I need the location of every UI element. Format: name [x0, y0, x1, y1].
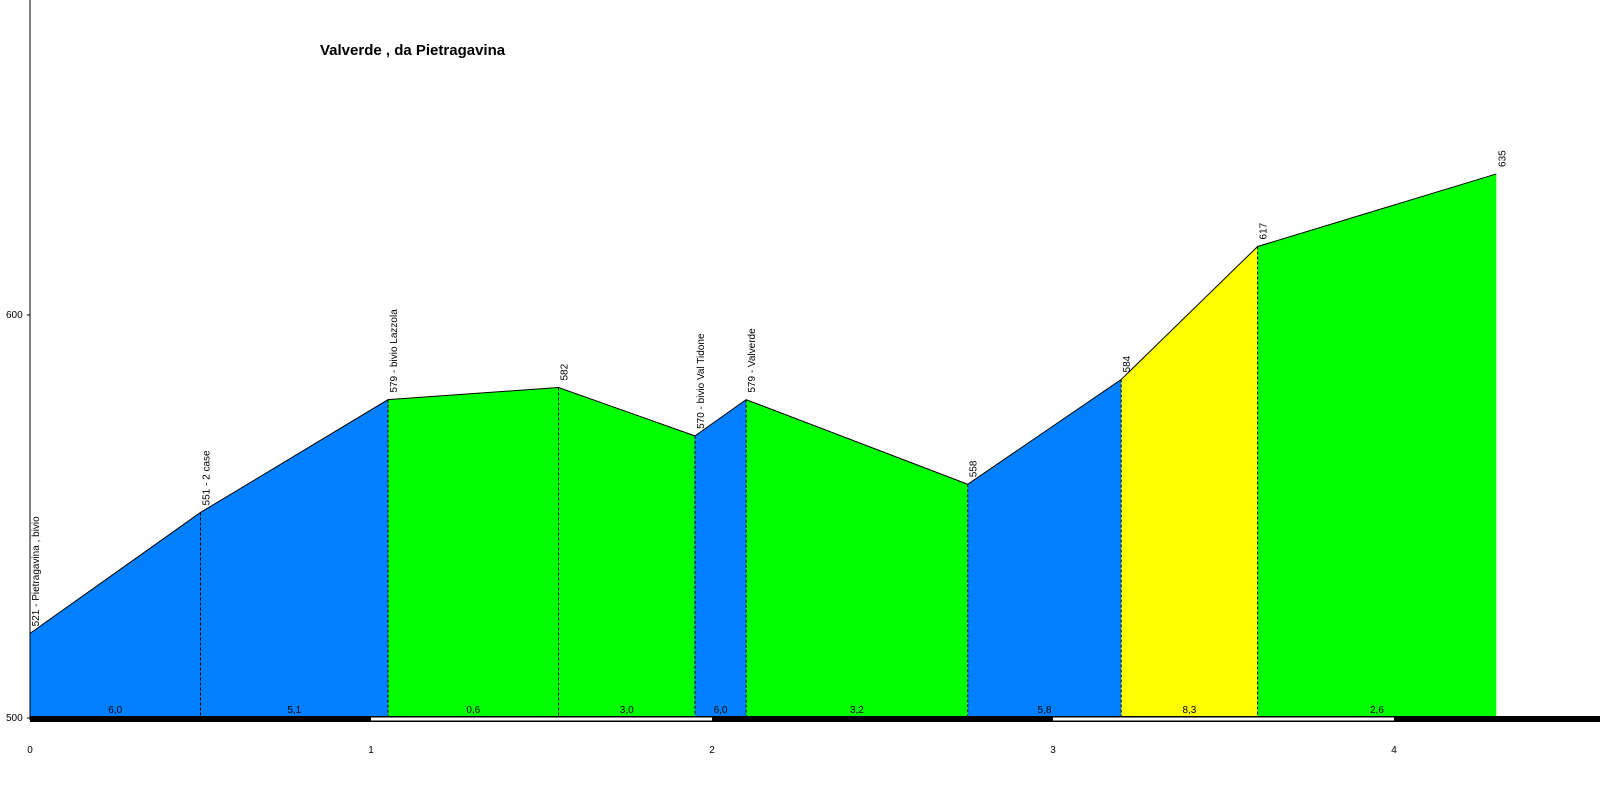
profile-areas: [30, 173, 1497, 719]
point-label: 617: [1259, 222, 1270, 239]
gradient-label: 5,1: [287, 705, 301, 716]
point-label: 521 - Pietragavina , bivio: [31, 516, 42, 627]
x-tick-label: 3: [1050, 745, 1056, 756]
segment-area: [1257, 173, 1497, 718]
segment-area: [1121, 246, 1258, 719]
x-axis-bar-stripe: [1053, 717, 1394, 721]
y-axis-ticks: 500 600: [6, 310, 30, 724]
x-axis-bar-stripe: [371, 717, 712, 721]
segment-area: [746, 399, 968, 718]
x-tick-label: 4: [1391, 745, 1397, 756]
x-axis-bar: [30, 716, 1600, 722]
gradient-label: 6,0: [714, 705, 728, 716]
point-label: 584: [1122, 355, 1133, 372]
segment-area: [967, 379, 1122, 718]
x-tick-label: 1: [368, 745, 374, 756]
segment-dividers: [200, 246, 1259, 718]
point-label: 570 - bivio Val Tidone: [696, 333, 707, 429]
x-tick-label: 2: [709, 745, 715, 756]
point-label: 635: [1497, 150, 1508, 167]
segment-area: [30, 512, 201, 718]
gradient-label: 5,8: [1038, 705, 1052, 716]
segment-area: [200, 399, 389, 718]
point-label: 551 - 2 case: [202, 450, 213, 505]
gradient-label: 3,0: [620, 705, 634, 716]
segment-area: [388, 387, 559, 718]
x-axis-ticks: 0 1 2 3 4: [27, 745, 1397, 756]
point-label: 579 - bivio Lazzola: [389, 309, 400, 393]
y-tick-label: 600: [6, 310, 23, 321]
chart-title: Valverde , da Pietragavina: [320, 42, 506, 59]
point-label: 579 - Valverde: [747, 328, 758, 393]
segment-area: [694, 399, 747, 718]
point-label: 582: [560, 363, 571, 380]
gradient-label: 8,3: [1182, 705, 1196, 716]
profile-outline: [29, 173, 1497, 634]
y-tick-label: 500: [6, 713, 23, 724]
point-labels: 521 - Pietragavina , bivio 551 - 2 case 57…: [31, 150, 1508, 627]
segment-area: [558, 387, 695, 718]
gradient-label: 6,0: [108, 705, 122, 716]
x-tick-label: 0: [27, 745, 33, 756]
gradient-labels: 6,0 5,1 0,6 3,0 6,0 3,2 5,8 8,3 2,6: [108, 705, 1384, 716]
gradient-label: 0,6: [466, 705, 480, 716]
point-label: 558: [969, 460, 980, 477]
x-axis-bar-base: [30, 716, 1600, 722]
gradient-label: 2,6: [1370, 705, 1384, 716]
gradient-label: 3,2: [850, 705, 864, 716]
